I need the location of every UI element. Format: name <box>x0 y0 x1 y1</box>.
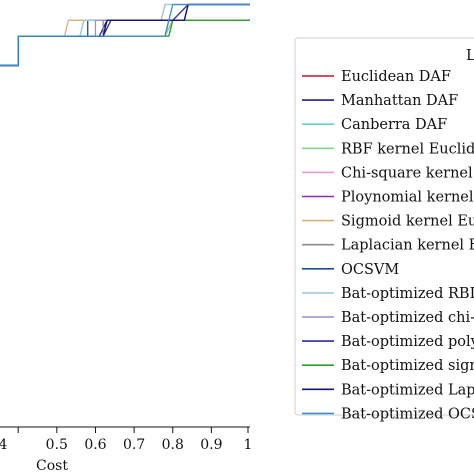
legend-label-10: Bat-optimized RBI <box>341 286 474 302</box>
series-line-6 <box>0 19 250 67</box>
series-line-8 <box>0 19 250 67</box>
x-tick-label: 0.7 <box>123 437 145 453</box>
series-line-9 <box>0 3 250 67</box>
legend-label-11: Bat-optimized chi- <box>341 310 474 326</box>
x-tick-label: 0.8 <box>162 437 184 453</box>
x-tick-label: 0.9 <box>200 437 222 453</box>
series-line-10 <box>0 3 250 67</box>
x-tick-label: 1 <box>244 437 253 453</box>
legend-label-9: OCSVM <box>341 262 399 278</box>
legend-items: Euclidean DAF Manhattan DAF Canberra DAF RB… <box>302 69 474 422</box>
series-line-15 <box>0 3 250 67</box>
x-axis: 4 0.5 0.6 0.7 0.8 0.9 1 <box>0 426 253 453</box>
legend-label-13: Bat-optimized sign <box>341 358 474 374</box>
legend-label-4: RBF kernel Euclid <box>341 141 474 157</box>
legend-box <box>294 37 474 416</box>
legend-label-15: Bat-optimized OCS <box>341 406 474 422</box>
series-line-14 <box>0 3 250 67</box>
legend-label-6: Ploynomial kernel <box>341 190 474 206</box>
series-line-3 <box>0 19 250 67</box>
legend-label-14: Bat-optimized Lap <box>341 382 474 398</box>
series-line-13 <box>0 19 250 67</box>
legend-label-8: Laplacian kernel E <box>341 238 474 254</box>
legend-label-3: Canberra DAF <box>341 117 447 133</box>
series-line-1 <box>0 19 250 67</box>
x-tick-label: 4 <box>0 437 8 453</box>
legend-label-1: Euclidean DAF <box>341 69 451 85</box>
series-line-4 <box>0 19 250 67</box>
legend-label-5: Chi-square kernel ] <box>341 165 474 181</box>
series-line-2 <box>0 19 250 67</box>
series-line-7 <box>0 3 250 67</box>
plot-lines <box>0 3 250 67</box>
x-tick-label: 0.5 <box>46 437 68 453</box>
x-axis-label: Cost <box>36 458 68 474</box>
legend-title: L <box>466 48 474 64</box>
x-tick-label: 0.6 <box>84 437 106 453</box>
legend-label-2: Manhattan DAF <box>341 93 458 109</box>
legend: L Euclidean DAF Manhattan DAF Canberra DAF… <box>294 37 474 422</box>
legend-label-12: Bat-optimized poly <box>341 334 474 350</box>
legend-label-7: Sigmoid kernel Eu <box>341 214 474 230</box>
series-line-5 <box>0 19 250 67</box>
series-line-12 <box>0 3 250 67</box>
series-line-11 <box>0 19 250 67</box>
